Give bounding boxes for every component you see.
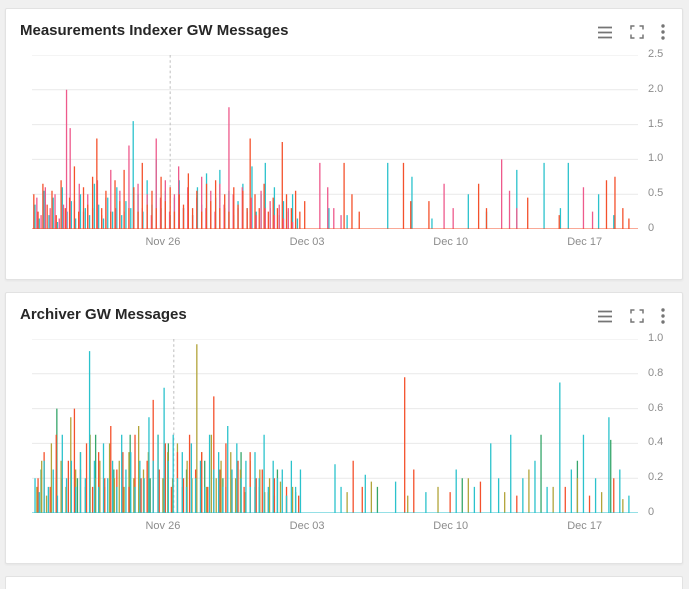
expand-icon [630, 25, 644, 39]
x-axis-label: Dec 03 [289, 236, 325, 248]
next-panel-peek [5, 576, 683, 589]
expand-icon-button[interactable] [627, 22, 647, 42]
chart-measurements-indexer: 0 0.5 1.0 1.5 2.0 2.5 Nov 26 Dec 03 Dec 10 Dec 1… [32, 48, 682, 253]
more-options-icon-button[interactable] [658, 21, 668, 43]
more-options-icon-button[interactable] [658, 305, 668, 327]
y-axis-label: 2.5 [648, 48, 664, 60]
x-axis: Nov 26 Dec 03 Dec 10 Dec 17 [32, 513, 638, 537]
expand-icon [630, 309, 644, 323]
y-axis-label: 1.5 [648, 117, 664, 130]
legend-icon-button[interactable] [594, 23, 616, 42]
kebab-menu-icon [661, 24, 665, 40]
panel-archiver-gw-messages: Archiver GW Messages 0 0.2 0.4 0.6 0.8 1.0 No… [5, 292, 683, 564]
time-series-chart [32, 55, 638, 229]
y-axis-label: 0.6 [648, 401, 664, 414]
panel-actions [594, 21, 672, 43]
x-axis-label: Dec 10 [433, 520, 469, 532]
time-series-chart [32, 339, 638, 513]
series-series-orange [34, 139, 629, 229]
legend-icon-button[interactable] [594, 307, 616, 326]
y-axis-label: 0.5 [648, 187, 664, 200]
y-axis-label: 0.4 [648, 436, 664, 449]
x-axis-label: Dec 17 [567, 520, 603, 532]
chart-archiver: 0 0.2 0.4 0.6 0.8 1.0 Nov 26 Dec 03 Dec 10 Dec 1… [32, 332, 682, 537]
x-axis: Nov 26 Dec 03 Dec 10 Dec 17 [32, 229, 638, 253]
y-axis-label: 0.2 [648, 471, 664, 484]
legend-icon [598, 310, 612, 322]
panel-measurements-indexer-gw-messages: Measurements Indexer GW Messages 0 0.5 1.0… [5, 8, 683, 280]
series-series-cyan [35, 351, 629, 513]
y-axis: 0 0.5 1.0 1.5 2.0 2.5 [638, 48, 682, 234]
y-axis-label: 1.0 [648, 332, 664, 344]
panel-title: Archiver GW Messages [20, 306, 187, 323]
x-axis-label: Nov 26 [145, 520, 181, 532]
chart-plot-area[interactable] [32, 339, 638, 513]
kebab-menu-icon [661, 308, 665, 324]
x-axis-label: Dec 17 [567, 236, 603, 248]
x-axis-label: Nov 26 [145, 236, 181, 248]
panel-actions [594, 305, 672, 327]
panel-header: Archiver GW Messages [6, 293, 682, 327]
chart-plot-area[interactable] [32, 55, 638, 229]
y-axis: 0 0.2 0.4 0.6 0.8 1.0 [638, 332, 682, 518]
panel-title: Measurements Indexer GW Messages [20, 22, 289, 39]
y-axis-label: 0.8 [648, 366, 664, 379]
expand-icon-button[interactable] [627, 306, 647, 326]
y-axis-label: 2.0 [648, 82, 664, 95]
series-series-cyan [35, 121, 614, 229]
panel-header: Measurements Indexer GW Messages [6, 9, 682, 43]
x-axis-label: Dec 03 [289, 520, 325, 532]
x-axis-label: Dec 10 [433, 236, 469, 248]
y-axis-label: 0 [648, 506, 655, 518]
y-axis-label: 0 [648, 222, 655, 234]
y-axis-label: 1.0 [648, 152, 664, 165]
legend-icon [598, 26, 612, 38]
